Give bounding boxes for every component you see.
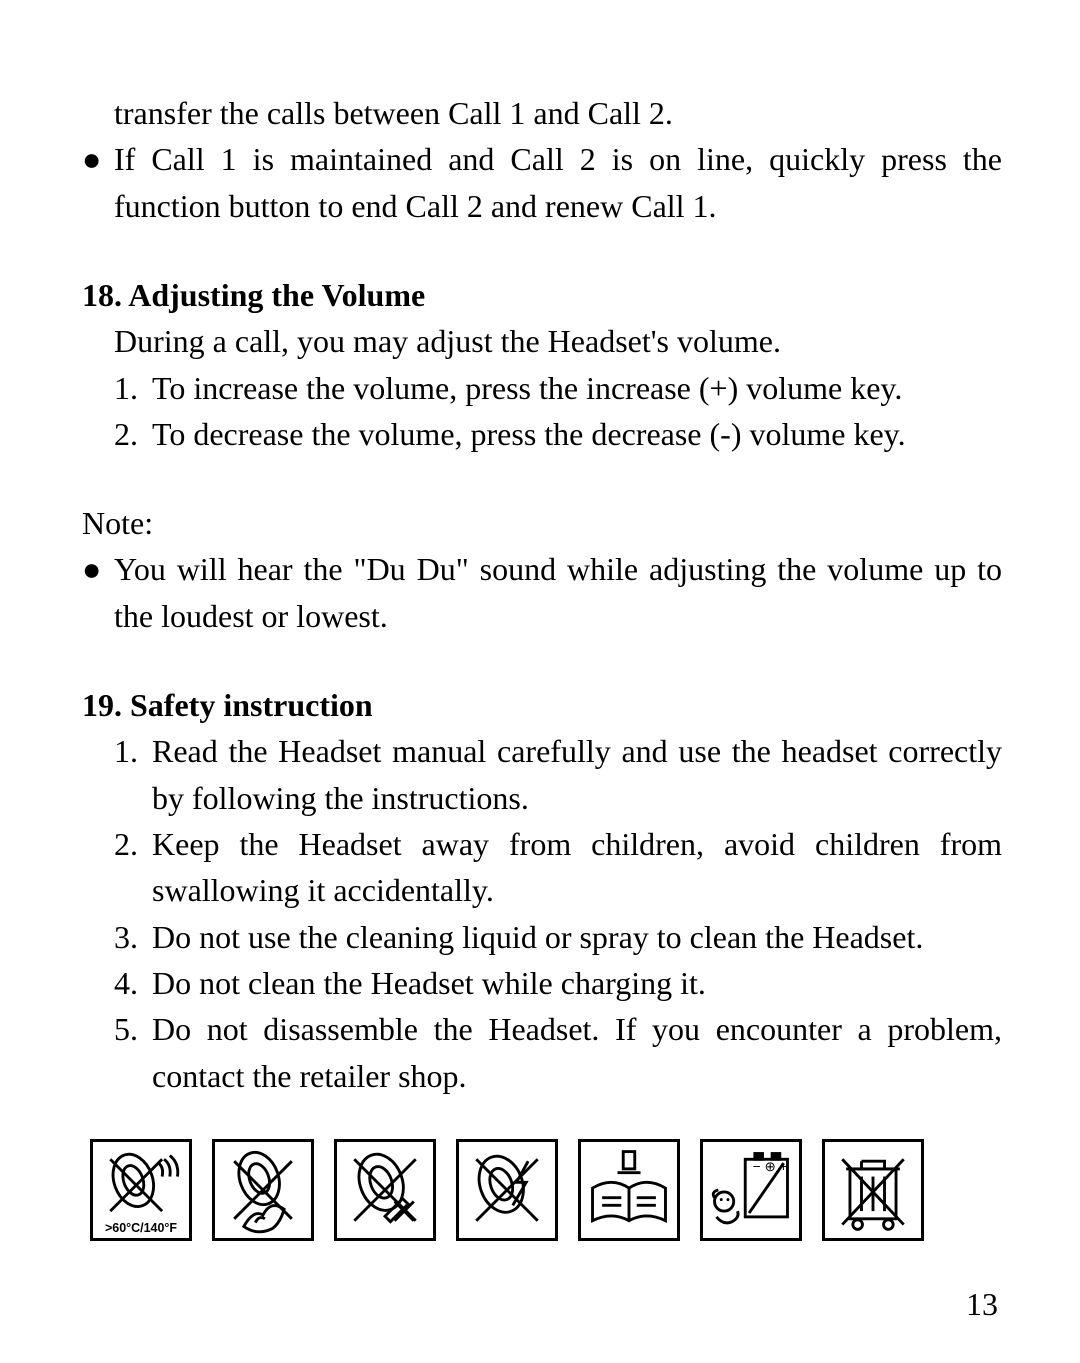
- page-number: 13: [966, 1286, 998, 1323]
- intro-bullet-text: If Call 1 is maintained and Call 2 is on…: [114, 136, 1002, 229]
- section-19-item-4: 4. Do not clean the Headset while chargi…: [114, 960, 1002, 1006]
- section-18-note-text: You will hear the "Du Du" sound while ad…: [114, 546, 1002, 639]
- no-high-temp-icon: >60°C/140°F: [90, 1139, 192, 1241]
- section-19-item-1-text: Read the Headset manual carefully and us…: [152, 728, 1002, 821]
- carryover-text: transfer the calls between Call 1 and Ca…: [114, 90, 1002, 136]
- list-number: 2.: [114, 411, 152, 457]
- section-19-item-5-text: Do not disassemble the Headset. If you e…: [152, 1006, 1002, 1099]
- section-19-heading: 19. Safety instruction: [82, 687, 1002, 724]
- section-18-note-bullet: ● You will hear the "Du Du" sound while …: [82, 546, 1002, 639]
- list-number: 5.: [114, 1006, 152, 1099]
- section-18-item-2: 2. To decrease the volume, press the dec…: [114, 411, 1002, 457]
- section-18-item-2-text: To decrease the volume, press the decrea…: [152, 411, 1002, 457]
- section-18-item-1-text: To increase the volume, press the increa…: [152, 365, 1002, 411]
- manual-page: transfer the calls between Call 1 and Ca…: [0, 0, 1080, 1363]
- svg-text:>60°C/140°F: >60°C/140°F: [105, 1221, 177, 1235]
- section-19-item-3-text: Do not use the cleaning liquid or spray …: [152, 914, 1002, 960]
- list-number: 2.: [114, 821, 152, 914]
- list-number: 3.: [114, 914, 152, 960]
- recycle-bin-icon: [822, 1139, 924, 1241]
- section-18-item-1: 1. To increase the volume, press the inc…: [114, 365, 1002, 411]
- no-disassemble-icon: [334, 1139, 436, 1241]
- section-18-intro: During a call, you may adjust the Headse…: [114, 318, 1002, 364]
- section-19-item-2-text: Keep the Headset away from children, avo…: [152, 821, 1002, 914]
- section-19-item-4-text: Do not clean the Headset while charging …: [152, 960, 1002, 1006]
- bullet-dot-icon: ●: [82, 136, 114, 229]
- bullet-dot-icon: ●: [82, 546, 114, 639]
- safety-icons-row: >60°C/140°F: [90, 1139, 1002, 1241]
- intro-bullet: ● If Call 1 is maintained and Call 2 is …: [82, 136, 1002, 229]
- section-19-item-2: 2. Keep the Headset away from children, …: [114, 821, 1002, 914]
- list-number: 1.: [114, 728, 152, 821]
- list-number: 4.: [114, 960, 152, 1006]
- section-19-item-3: 3. Do not use the cleaning liquid or spr…: [114, 914, 1002, 960]
- section-19-item-5: 5. Do not disassemble the Headset. If yo…: [114, 1006, 1002, 1099]
- no-fire-icon: [212, 1139, 314, 1241]
- section-18-heading: 18. Adjusting the Volume: [82, 277, 1002, 314]
- no-charge-clean-icon: [456, 1139, 558, 1241]
- note-label: Note:: [82, 505, 1002, 542]
- section-19-item-1: 1. Read the Headset manual carefully and…: [114, 728, 1002, 821]
- list-number: 1.: [114, 365, 152, 411]
- read-manual-icon: [578, 1139, 680, 1241]
- keep-from-children-icon: − ⊕ +: [700, 1139, 802, 1241]
